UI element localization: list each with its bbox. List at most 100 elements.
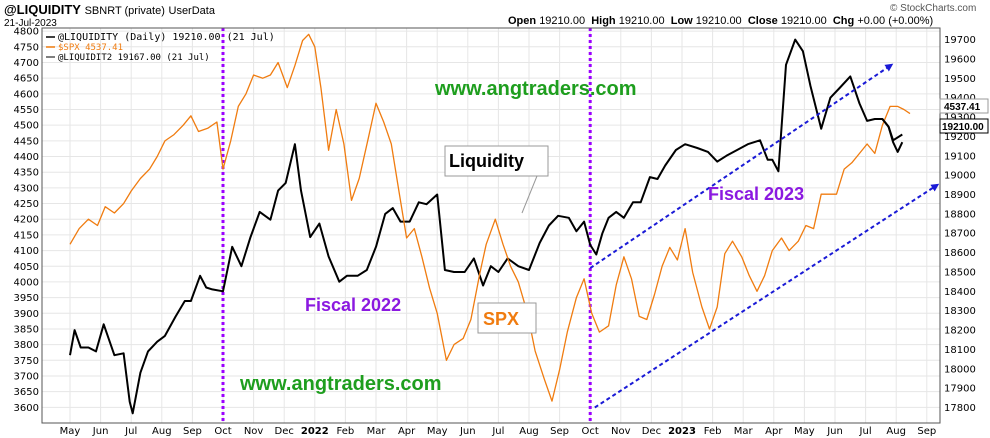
liquidity-series-line — [69, 38, 903, 415]
legend-liquidit2: @LIQUIDIT2 19167.00 (21 Jul) — [58, 53, 210, 63]
x-tick-label: Sep — [917, 426, 936, 437]
left-tick-label: 4000 — [14, 277, 39, 288]
x-tick-label: Nov — [244, 426, 264, 437]
right-tick-label: 19000 — [944, 171, 976, 182]
series-lines — [69, 33, 911, 415]
left-tick-label: 4350 — [14, 168, 39, 179]
x-tick-label: Aug — [152, 426, 172, 437]
site-watermark-top: www.angtraders.com — [434, 78, 637, 100]
left-tick-label: 3700 — [14, 371, 39, 382]
spx-callout-box — [477, 302, 537, 334]
right-tick-label: 18900 — [944, 190, 976, 201]
x-tick-label: Nov — [611, 426, 631, 437]
right-tick-label: 17900 — [944, 384, 976, 395]
right-axis: 17800 17900 18000 18100 18200 18300 18400 18500… — [944, 35, 976, 414]
right-tick-label: 19600 — [944, 54, 976, 65]
right-tick-label: 18500 — [944, 267, 976, 278]
x-tick-label: Sep — [550, 426, 569, 437]
right-tick-label: 19200 — [944, 132, 976, 143]
right-tick-label: 18000 — [944, 364, 976, 375]
chg-value: +0.00 (+0.00%) — [857, 15, 934, 27]
trend-arrow — [589, 63, 894, 269]
right-tick-label: 19100 — [944, 151, 976, 162]
left-tick-label: 4650 — [14, 74, 39, 85]
left-tick-label: 3850 — [14, 324, 39, 335]
right-tick-label: 18400 — [944, 287, 976, 298]
x-tick-label: May — [794, 426, 815, 437]
stockcharts-watermark: © StockCharts.com — [890, 3, 977, 14]
legend-liquidity: @LIQUIDITY (Daily) 19210.00 (21 Jul) — [58, 32, 275, 43]
close-label: Close — [747, 15, 778, 27]
spx-callout-text: SPX — [483, 309, 519, 329]
legend: @LIQUIDITY (Daily) 19210.00 (21 Jul) $SP… — [46, 32, 275, 63]
x-tick-label: Dec — [642, 426, 661, 437]
left-tick-label: 3750 — [14, 356, 39, 367]
x-tick-label: Apr — [765, 426, 783, 437]
spx-last-value-tag: 4537.41 — [939, 98, 989, 114]
right-tick-label: 18100 — [944, 345, 976, 356]
site-watermark-bottom: www.angtraders.com — [239, 373, 442, 395]
liquidity-callout-pointer — [521, 175, 538, 214]
left-tick-label: 4150 — [14, 230, 39, 241]
left-tick-label: 4200 — [14, 215, 39, 226]
liquidity-last-value: 19210.00 — [942, 122, 984, 133]
x-tick-label: Oct — [214, 426, 231, 437]
liquidity-callout: Liquidity — [444, 145, 549, 214]
left-tick-label: 3950 — [14, 293, 39, 304]
x-tick-label: Jul — [124, 426, 137, 437]
x-tick-label: Jul — [859, 426, 872, 437]
plot-frame — [41, 27, 941, 424]
left-tick-label: 4800 — [14, 27, 39, 38]
x-tick-label: Oct — [582, 426, 599, 437]
right-tick-label: 18300 — [944, 306, 976, 317]
liquidity-last-value-box — [939, 118, 989, 134]
fiscal-2022-label: Fiscal 2022 — [305, 295, 401, 315]
symbol-name: @LIQUIDITY — [4, 2, 81, 17]
x-tick-label: Aug — [886, 426, 906, 437]
right-tick-label: 18800 — [944, 209, 976, 220]
x-tick-label: Apr — [398, 426, 416, 437]
open-value: 19210.00 — [539, 15, 586, 27]
symbol-meta: SBNRT (private) — [84, 5, 165, 17]
x-tick-label: Aug — [519, 426, 539, 437]
x-tick-label: Feb — [704, 426, 722, 437]
spx-last-value-box — [939, 98, 989, 114]
x-axis: May Jun Jul Aug Sep Oct Nov Dec 2022 Feb Mar Apr May… — [60, 426, 937, 437]
x-tick-label: Sep — [183, 426, 202, 437]
left-tick-label: 4100 — [14, 246, 39, 257]
right-tick-label: 17800 — [944, 403, 976, 414]
left-axis: 3600 3650 3700 3750 3800 3850 3900 3950 4000 4050… — [14, 27, 39, 414]
close-value: 19210.00 — [780, 15, 827, 27]
spx-callout: SPX — [477, 302, 537, 334]
x-tick-label: Jun — [826, 426, 843, 437]
date-label: 21-Jul-2023 — [4, 18, 57, 29]
right-tick-label: 19700 — [944, 35, 976, 46]
user-data-label: UserData — [168, 5, 215, 17]
left-tick-label: 3800 — [14, 340, 39, 351]
chg-label: Chg — [832, 15, 855, 27]
left-tick-label: 3600 — [14, 403, 39, 414]
left-tick-label: 3900 — [14, 309, 39, 320]
left-tick-label: 4450 — [14, 136, 39, 147]
right-tick-label: 18700 — [944, 229, 976, 240]
x-tick-label: May — [60, 426, 81, 437]
left-tick-label: 4750 — [14, 42, 39, 53]
open-label: Open — [508, 15, 537, 27]
trend-arrow — [594, 183, 940, 409]
high-label: High — [591, 15, 616, 27]
left-tick-label: 3650 — [14, 387, 39, 398]
trend-arrows — [589, 63, 940, 409]
right-tick-label: 19300 — [944, 113, 976, 124]
left-tick-label: 4600 — [14, 89, 39, 100]
left-tick-label: 4300 — [14, 183, 39, 194]
x-tick-label: Feb — [337, 426, 355, 437]
right-tick-label: 18600 — [944, 248, 976, 259]
left-tick-label: 4700 — [14, 58, 39, 69]
liquidity-callout-text: Liquidity — [449, 151, 524, 171]
low-label: Low — [670, 15, 693, 27]
low-value: 19210.00 — [695, 15, 742, 27]
left-tick-label: 4500 — [14, 121, 39, 132]
legend-spx: $SPX 4537.41 — [58, 43, 123, 53]
fiscal-2023-label: Fiscal 2023 — [708, 184, 804, 204]
high-value: 19210.00 — [618, 15, 665, 27]
